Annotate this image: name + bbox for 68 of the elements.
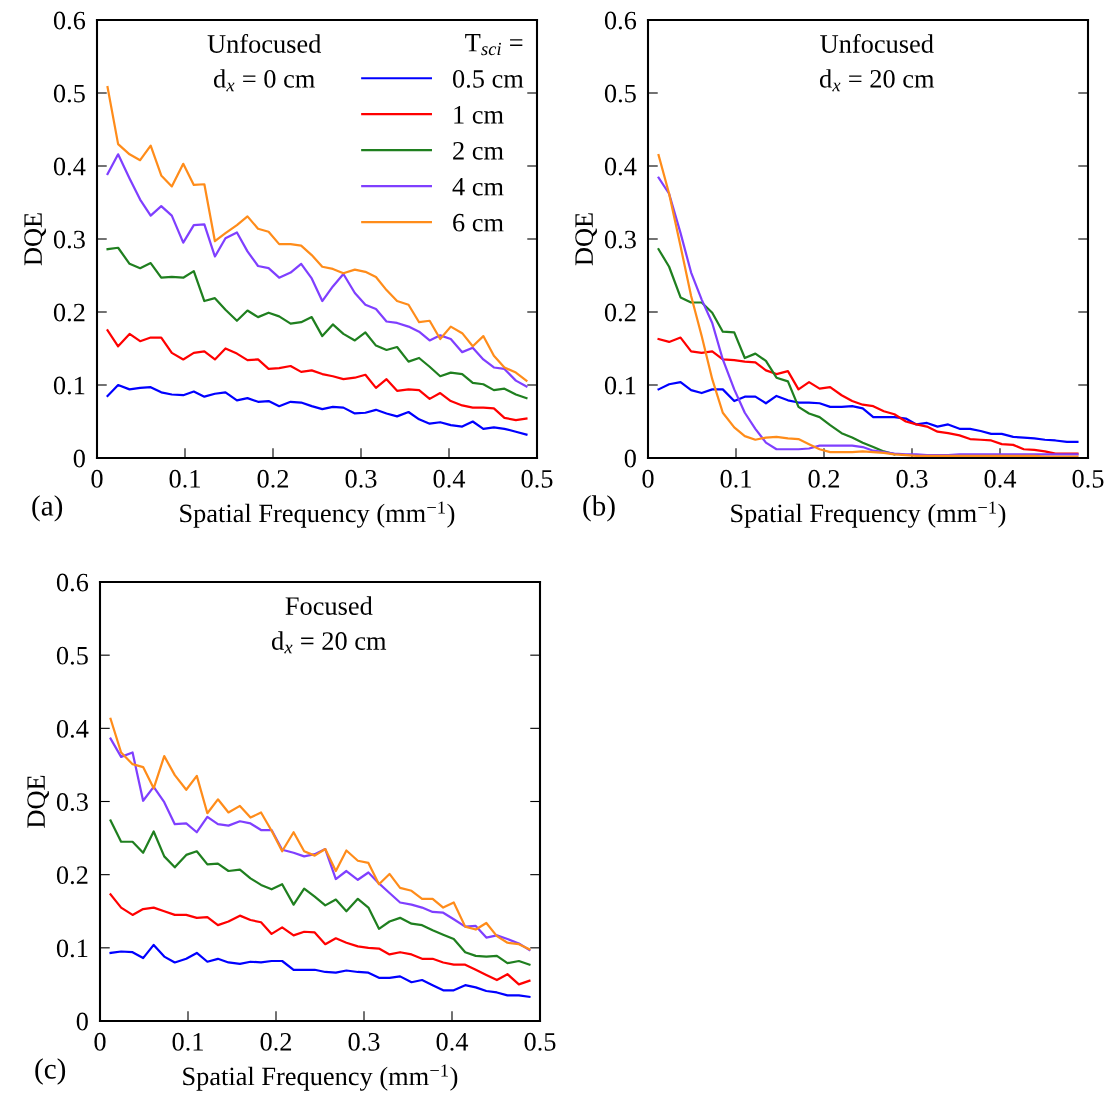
y-tick-label: 0 [624, 449, 636, 468]
x-tick-label: 0.5 [524, 1032, 556, 1051]
line-series [109, 893, 531, 986]
x-tick-label: 0.4 [436, 1032, 469, 1051]
y-tick-label: 0.5 [604, 84, 636, 103]
text: (a) [32, 495, 63, 522]
line-series [106, 246, 528, 400]
x-tick-label: 0.3 [348, 1032, 380, 1051]
x-tick-label: 0.2 [257, 469, 289, 488]
y-axis-title: DQE [24, 213, 47, 266]
annotation: Focused [285, 596, 373, 615]
x-tick-label: 0 [91, 469, 103, 488]
y-tick-label: 0.4 [604, 157, 637, 176]
y-tick-label: 0.2 [56, 866, 88, 885]
x-axis-title: Spatial Frequency (mm$^{−1}$) [180, 501, 455, 528]
text: (c) [35, 1058, 66, 1085]
x-tick-label: 0.3 [896, 469, 928, 488]
line-series [657, 380, 1079, 444]
annotation: Unfocused [820, 34, 934, 53]
line-series [106, 329, 528, 422]
x-tick-label: 0.2 [260, 1032, 292, 1051]
x-tick-label: 0.4 [984, 469, 1017, 488]
y-tick-label: 0.2 [604, 303, 636, 322]
y-tick-label: 0.3 [53, 230, 85, 249]
x-tick-label: 0 [94, 1032, 106, 1051]
legend-label: 2 cm [453, 141, 504, 160]
y-tick-label: 0.4 [56, 719, 89, 738]
x-tick-label: 0.1 [172, 1032, 203, 1051]
line-series [657, 248, 896, 456]
y-tick-label: 0.6 [604, 11, 637, 30]
x-tick-label: 0.5 [1072, 469, 1104, 488]
y-tick-label: 0.5 [53, 84, 85, 103]
y-tick-label: 0.2 [53, 303, 85, 322]
y-tick-label: 0.1 [604, 376, 636, 395]
y-tick-label: 0.1 [53, 376, 85, 395]
y-tick-label: 0 [73, 449, 85, 468]
x-axis-title: Spatial Frequency (mm$^{−1}$) [731, 501, 1006, 528]
line-series [109, 819, 531, 966]
y-tick-label: 0.3 [56, 793, 88, 812]
x-axis-title: Spatial Frequency (mm$^{−1}$) [183, 1064, 458, 1091]
x-tick-label: 0.4 [433, 469, 466, 488]
annotation: d$_{x}$ = 0 cm [213, 69, 315, 92]
text: (b) [583, 495, 615, 522]
y-tick-label: 0 [76, 1012, 88, 1031]
x-tick-label: 0.1 [169, 469, 200, 488]
line-series [109, 943, 531, 998]
legend-label: 0.5 cm [452, 69, 524, 88]
x-tick-label: 0 [642, 469, 654, 488]
x-tick-label: 0.1 [720, 469, 751, 488]
y-axis-title: DQE [575, 213, 598, 266]
line-series [106, 383, 528, 436]
y-tick-label: 0.6 [53, 11, 86, 30]
y-tick-label: 0.4 [53, 157, 86, 176]
y-axis-title: DQE [27, 775, 50, 828]
legend-label: 1 cm [454, 106, 504, 124]
x-tick-label: 0.2 [808, 469, 840, 488]
y-tick-label: 0.3 [604, 230, 636, 249]
legend-label: 6 cm [453, 213, 504, 232]
annotation: d$_{x}$ = 20 cm [271, 631, 387, 654]
y-tick-label: 0.5 [56, 646, 88, 665]
x-tick-label: 0.5 [521, 469, 553, 488]
legend-label: 4 cm [452, 178, 504, 196]
y-tick-label: 0.6 [56, 573, 89, 592]
annotation: Unfocused [207, 34, 322, 53]
x-tick-label: 0.3 [345, 469, 377, 488]
y-tick-label: 0.1 [56, 939, 88, 958]
legend-title: T$_{sci}$ = [465, 34, 523, 56]
annotation: d$_{x}$ = 20 cm [819, 69, 935, 92]
